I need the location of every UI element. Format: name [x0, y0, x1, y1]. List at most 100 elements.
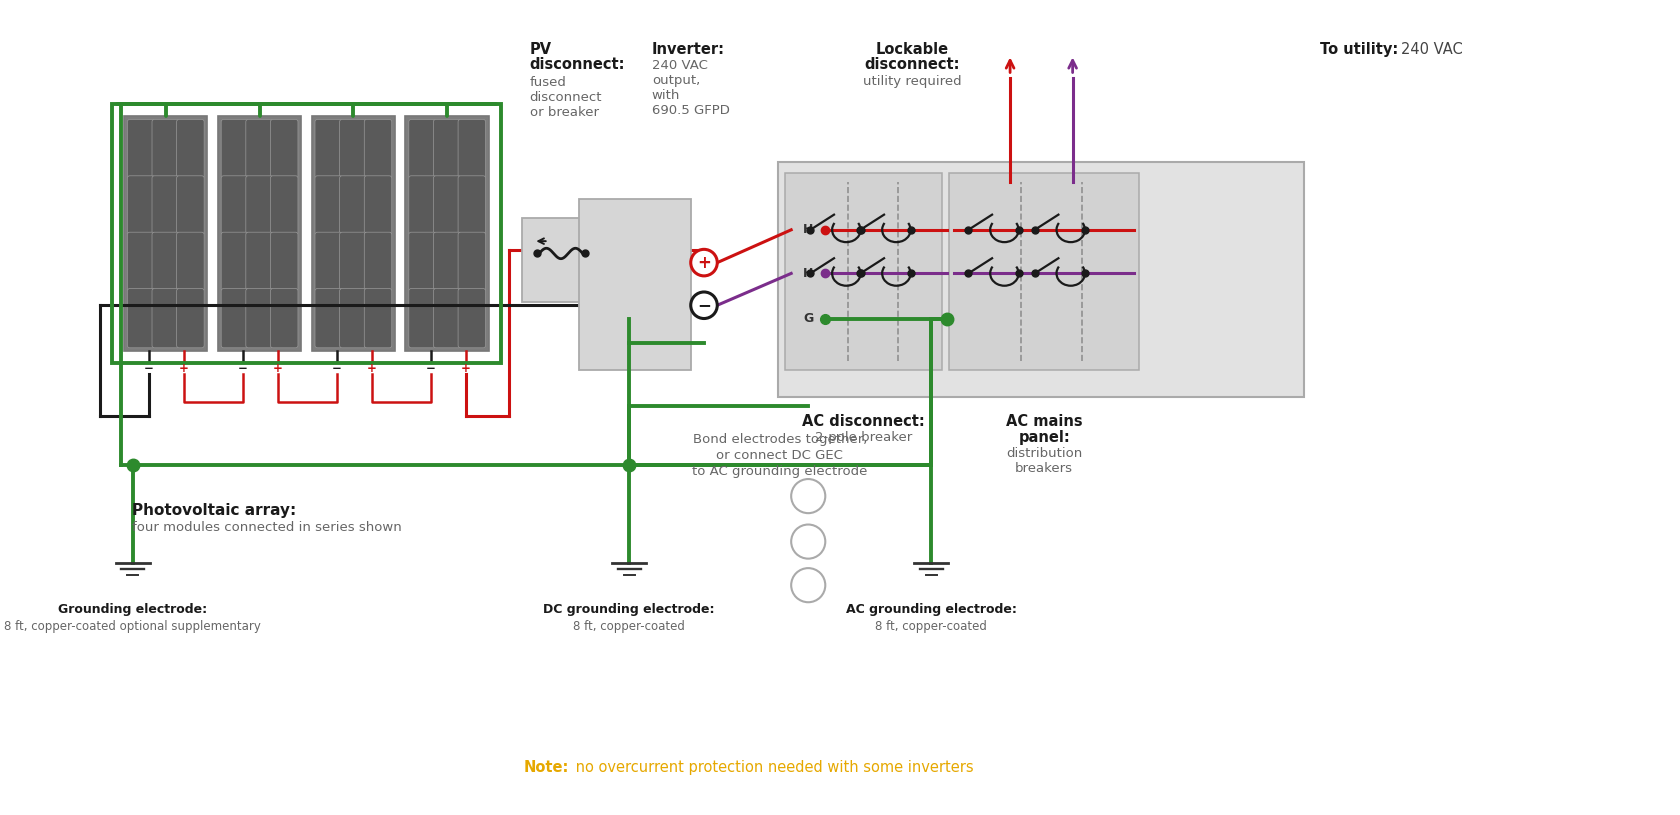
Text: AC grounding electrode:: AC grounding electrode: [845, 603, 1016, 616]
Text: +: + [272, 362, 282, 375]
FancyBboxPatch shape [459, 176, 486, 235]
FancyBboxPatch shape [365, 176, 391, 235]
Text: −: − [425, 362, 435, 375]
Text: H: H [803, 223, 813, 236]
Bar [778, 161, 1304, 397]
FancyBboxPatch shape [151, 120, 180, 178]
FancyBboxPatch shape [314, 176, 343, 235]
Text: 8 ft, copper-coated optional supplementary: 8 ft, copper-coated optional supplementa… [3, 620, 260, 633]
FancyBboxPatch shape [339, 289, 366, 348]
Text: DC grounding electrode:: DC grounding electrode: [543, 603, 714, 616]
FancyBboxPatch shape [270, 120, 297, 178]
Bar [405, 116, 489, 351]
Text: AC mains: AC mains [1005, 414, 1082, 429]
Text: Note:: Note: [524, 760, 570, 776]
FancyBboxPatch shape [176, 176, 203, 235]
Text: Photovoltaic array:: Photovoltaic array: [131, 503, 296, 518]
FancyBboxPatch shape [408, 120, 437, 178]
Circle shape [791, 568, 825, 602]
Text: +: + [697, 253, 711, 271]
FancyBboxPatch shape [314, 232, 343, 292]
Text: H: H [803, 267, 813, 280]
FancyBboxPatch shape [245, 176, 274, 235]
FancyBboxPatch shape [408, 289, 437, 348]
Bar [785, 173, 941, 370]
FancyBboxPatch shape [459, 120, 486, 178]
Text: 2-pole breaker: 2-pole breaker [815, 430, 911, 443]
FancyBboxPatch shape [459, 232, 486, 292]
Text: PV: PV [529, 42, 551, 57]
Text: no overcurrent protection needed with some inverters: no overcurrent protection needed with so… [571, 760, 973, 776]
FancyBboxPatch shape [222, 289, 249, 348]
Text: −: − [331, 362, 341, 375]
Text: panel:: panel: [1018, 430, 1070, 445]
FancyBboxPatch shape [222, 176, 249, 235]
Text: disconnect:: disconnect: [529, 57, 625, 73]
Text: to AC grounding electrode: to AC grounding electrode [692, 465, 867, 478]
Text: 240 VAC
output,
with
690.5 GFPD: 240 VAC output, with 690.5 GFPD [652, 59, 729, 117]
FancyBboxPatch shape [245, 120, 274, 178]
Text: +: + [180, 362, 188, 375]
FancyBboxPatch shape [339, 120, 366, 178]
FancyBboxPatch shape [245, 289, 274, 348]
Bar [111, 104, 501, 363]
FancyBboxPatch shape [365, 289, 391, 348]
FancyBboxPatch shape [365, 232, 391, 292]
Text: Inverter:: Inverter: [652, 42, 724, 57]
Circle shape [791, 525, 825, 558]
FancyBboxPatch shape [222, 232, 249, 292]
FancyBboxPatch shape [408, 232, 437, 292]
FancyBboxPatch shape [314, 289, 343, 348]
FancyBboxPatch shape [128, 120, 155, 178]
Bar [522, 218, 600, 302]
Bar [124, 116, 207, 351]
Bar [218, 116, 301, 351]
Text: Bond electrodes together,: Bond electrodes together, [692, 433, 867, 446]
Text: 8 ft, copper-coated: 8 ft, copper-coated [875, 620, 986, 633]
FancyBboxPatch shape [151, 289, 180, 348]
Circle shape [690, 249, 717, 275]
FancyBboxPatch shape [222, 120, 249, 178]
FancyBboxPatch shape [433, 232, 460, 292]
FancyBboxPatch shape [433, 289, 460, 348]
FancyBboxPatch shape [151, 232, 180, 292]
Text: fused
disconnect
or breaker: fused disconnect or breaker [529, 77, 601, 119]
FancyBboxPatch shape [128, 289, 155, 348]
Text: G: G [803, 312, 813, 325]
Bar [578, 200, 690, 370]
FancyBboxPatch shape [339, 176, 366, 235]
FancyBboxPatch shape [408, 176, 437, 235]
Text: disconnect:: disconnect: [864, 57, 959, 73]
Text: −: − [697, 296, 711, 315]
Circle shape [690, 292, 717, 319]
FancyBboxPatch shape [270, 232, 297, 292]
FancyBboxPatch shape [270, 176, 297, 235]
Bar [949, 173, 1139, 370]
Text: Grounding electrode:: Grounding electrode: [59, 603, 207, 616]
Text: +: + [460, 362, 470, 375]
Text: Lockable: Lockable [875, 42, 949, 57]
Circle shape [791, 479, 825, 513]
FancyBboxPatch shape [314, 120, 343, 178]
FancyBboxPatch shape [339, 232, 366, 292]
FancyBboxPatch shape [128, 232, 155, 292]
FancyBboxPatch shape [459, 289, 486, 348]
FancyBboxPatch shape [176, 120, 203, 178]
FancyBboxPatch shape [176, 232, 203, 292]
Text: AC disconnect:: AC disconnect: [801, 414, 924, 429]
FancyBboxPatch shape [270, 289, 297, 348]
FancyBboxPatch shape [433, 120, 460, 178]
FancyBboxPatch shape [128, 176, 155, 235]
FancyBboxPatch shape [365, 120, 391, 178]
Text: −: − [239, 362, 247, 375]
Text: 8 ft, copper-coated: 8 ft, copper-coated [573, 620, 685, 633]
Text: utility required: utility required [862, 75, 961, 88]
FancyBboxPatch shape [176, 289, 203, 348]
FancyBboxPatch shape [245, 232, 274, 292]
Bar [311, 116, 395, 351]
FancyBboxPatch shape [151, 176, 180, 235]
Text: To utility:: To utility: [1319, 42, 1403, 57]
Text: +: + [366, 362, 376, 375]
FancyBboxPatch shape [433, 176, 460, 235]
Text: −: − [144, 362, 155, 375]
